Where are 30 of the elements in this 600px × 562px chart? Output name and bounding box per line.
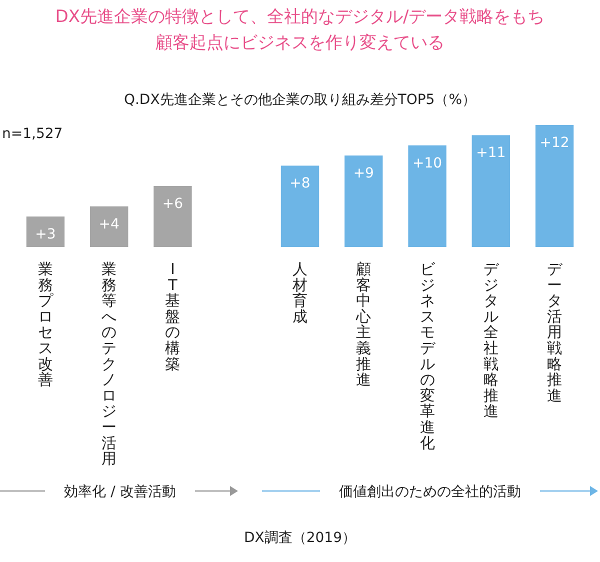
data-label: +3	[35, 226, 56, 242]
text: DX調査（2019）	[244, 530, 356, 546]
text: 価値創出のための全社的活動	[339, 484, 521, 500]
data-label: +9	[353, 166, 374, 182]
bar	[535, 125, 574, 247]
data-label: +11	[476, 145, 506, 162]
data-label: +8	[290, 176, 310, 192]
category-label: デジタル全社戦略推進	[483, 260, 498, 420]
data-label: +6	[162, 196, 184, 212]
data-label: +10	[412, 155, 442, 172]
bar	[344, 156, 383, 247]
bar	[26, 216, 65, 247]
annotation: n=1,527	[2, 126, 63, 142]
x-tick-label: 人材育成	[292, 260, 308, 326]
x-tick-label: 業務プロセス改善	[38, 260, 54, 389]
data-label: +12	[540, 135, 570, 151]
x-tick-label: IT基盤の構築	[165, 260, 180, 373]
bar	[154, 186, 192, 247]
category-label: 業務等へのテクノロジー活用	[102, 260, 117, 468]
bar	[90, 206, 128, 247]
x-tick-label: 顧客中心主義推進	[355, 260, 372, 389]
bar	[472, 135, 510, 247]
bar	[408, 145, 446, 247]
chart-title: DX先進企業の特徴として、全社的なデジタル/データ戦略をもち顧客起点にビジネスを作り変えている	[55, 7, 545, 53]
category-label: ビジネスモデルの変革進化	[420, 260, 435, 452]
data-label: +4	[98, 216, 120, 232]
text: 効率化 / 改善活動	[64, 483, 176, 500]
chart-subtitle: Q.DX先進企業とその他企業の取り組み差分TOP5（%）	[124, 92, 476, 108]
category-label: データ活用戦略推進	[547, 260, 562, 404]
bar	[280, 166, 320, 247]
